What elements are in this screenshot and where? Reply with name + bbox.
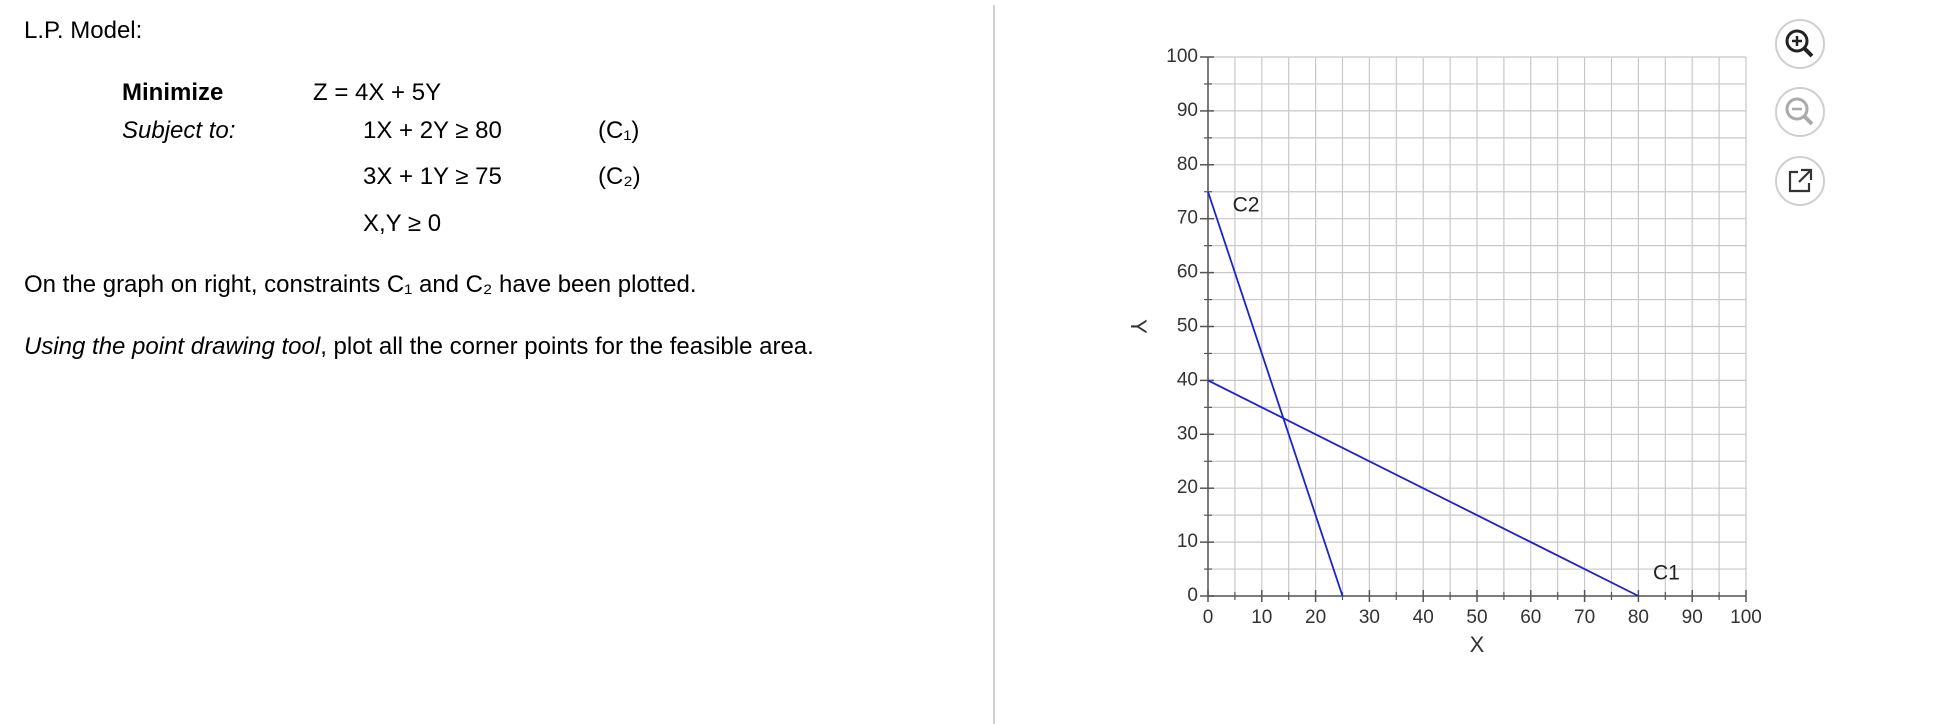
x-tick-label: 90: [1682, 607, 1703, 628]
zoom-out-button[interactable]: [1775, 87, 1825, 137]
y-tick-label: 50: [1177, 316, 1198, 337]
y-tick-label: 40: [1177, 369, 1198, 390]
constraint-line: [1207, 379, 1639, 597]
y-tick-label: 0: [1187, 585, 1198, 606]
x-tick-label: 40: [1413, 607, 1434, 628]
constraint: 3X + 1Y ≥ 75: [363, 163, 502, 190]
heading: L.P. Model:: [24, 17, 143, 44]
x-tick-label: 70: [1574, 607, 1595, 628]
note: On the graph on right, constraints C₁ an…: [24, 271, 697, 298]
constraint-label: (C₂): [598, 163, 641, 190]
constraint-name: C2: [1233, 193, 1260, 216]
instruction-text: , plot all the corner points for the fea…: [320, 333, 814, 360]
y-tick-label: 80: [1177, 154, 1198, 175]
subject-keyword: Subject to:: [122, 117, 236, 144]
x-tick-label: 60: [1520, 607, 1541, 628]
y-tick-label: 60: [1177, 262, 1198, 283]
x-tick-label: 30: [1359, 607, 1380, 628]
x-tick-label: 100: [1730, 607, 1762, 628]
objective-keyword: Minimize: [122, 79, 224, 106]
constraint-line: [1207, 191, 1344, 597]
x-tick-label: 80: [1628, 607, 1649, 628]
y-tick-label: 20: [1177, 477, 1198, 498]
x-tick-label: 0: [1203, 607, 1214, 628]
y-tick-label: 90: [1177, 100, 1198, 121]
instruction: Using the point drawing tool, plot all t…: [24, 335, 814, 359]
instruction-emphasis: Using the point drawing tool: [24, 333, 321, 360]
y-tick-label: 100: [1166, 46, 1198, 67]
constraint: 1X + 2Y ≥ 80: [363, 117, 502, 144]
y-axis-label: Y: [1126, 319, 1151, 334]
constraint-name: C1: [1653, 562, 1680, 585]
constraint: X,Y ≥ 0: [363, 210, 442, 237]
y-tick-label: 70: [1177, 208, 1198, 229]
y-tick-label: 30: [1177, 423, 1198, 444]
popout-button[interactable]: [1775, 156, 1825, 206]
x-tick-label: 10: [1251, 607, 1272, 628]
x-axis-label: X: [1470, 632, 1485, 657]
y-tick-label: 10: [1177, 531, 1198, 552]
objective: Z = 4X + 5Y: [313, 79, 442, 106]
zoom-in-button[interactable]: [1775, 19, 1825, 69]
constraint-label: (C₁): [598, 117, 640, 144]
x-tick-label: 20: [1305, 607, 1326, 628]
x-tick-label: 50: [1466, 607, 1487, 628]
